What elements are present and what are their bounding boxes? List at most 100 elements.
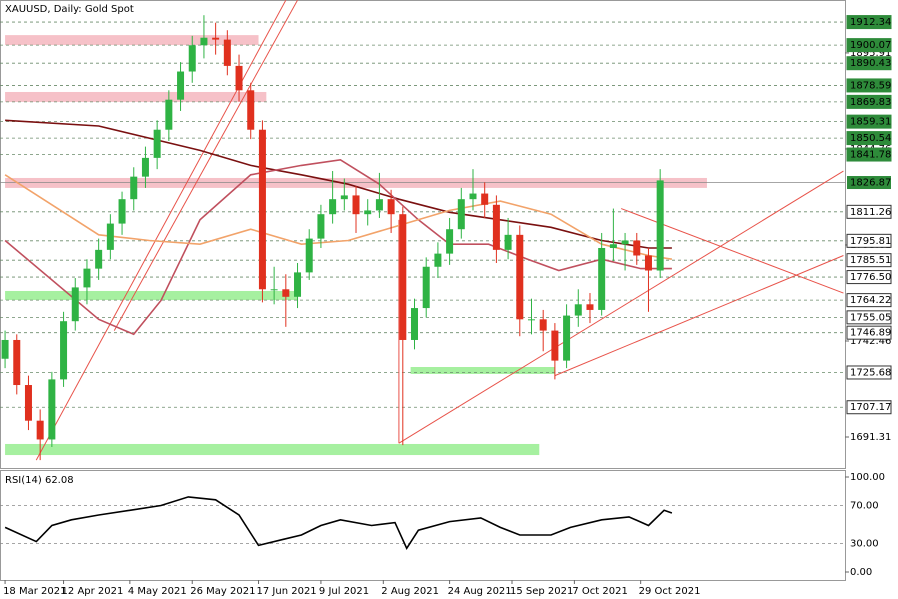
candle-body xyxy=(48,379,56,440)
candle-body xyxy=(469,193,477,200)
candle-body xyxy=(1,339,9,359)
candle-body xyxy=(457,199,465,230)
candle-body xyxy=(165,99,173,130)
x-tick-label: 18 Mar 2021 xyxy=(3,586,66,597)
candle-body xyxy=(352,195,360,215)
level-label-box xyxy=(846,400,892,415)
candle-body xyxy=(422,266,430,309)
level-label: 1764.22 xyxy=(850,295,891,306)
candle-body xyxy=(141,157,149,177)
level-label-box xyxy=(846,38,892,53)
candle-body xyxy=(118,199,126,224)
y-tick-label: 1895.91 xyxy=(850,48,891,59)
last-price-box xyxy=(847,176,891,190)
level-label: 1878.59 xyxy=(850,80,891,91)
x-tick-label: 12 Apr 2021 xyxy=(62,586,124,597)
candle-body xyxy=(282,289,290,297)
level-label-box xyxy=(846,293,892,308)
x-tick-label: 26 May 2021 xyxy=(190,586,255,597)
level-label-box xyxy=(846,94,892,109)
level-label: 1890.43 xyxy=(850,58,891,69)
rsi-tick-label: 0.00 xyxy=(850,567,872,578)
y-tick-label: 1691.31 xyxy=(850,432,891,443)
trendline xyxy=(35,0,287,461)
chart-title: XAUUSD, Daily: Gold Spot xyxy=(5,4,134,15)
candle-body xyxy=(586,304,594,310)
candle-body xyxy=(223,39,231,66)
moving-average xyxy=(4,174,673,260)
candle-body xyxy=(446,229,454,254)
candle-body xyxy=(153,129,161,158)
y-tick-label: 1742.46 xyxy=(850,336,891,347)
level-label-box xyxy=(846,204,892,219)
level-label: 1900.07 xyxy=(850,40,891,51)
x-tick-label: 17 Jun 2021 xyxy=(257,586,317,597)
candle-body xyxy=(71,287,79,322)
zone xyxy=(410,367,555,374)
zone xyxy=(5,177,707,188)
candle-body xyxy=(481,193,489,205)
rsi-title: RSI(14) 62.08 xyxy=(5,475,74,486)
candle-body xyxy=(598,247,606,310)
trendline xyxy=(398,170,844,444)
candle-body xyxy=(574,304,582,316)
level-label-box xyxy=(846,114,892,129)
trendline xyxy=(554,255,844,377)
level-label-box xyxy=(846,78,892,93)
candle-body xyxy=(83,268,91,288)
rsi-tick-label: 70.00 xyxy=(850,501,879,512)
candle-body xyxy=(200,37,208,46)
candle-body xyxy=(621,240,629,245)
x-tick-label: 9 Jul 2021 xyxy=(319,586,369,597)
x-tick-label: 24 Aug 2021 xyxy=(448,586,512,597)
level-label: 1707.17 xyxy=(850,402,891,413)
x-tick-label: 15 Sep 2021 xyxy=(510,586,573,597)
candle-body xyxy=(609,244,617,248)
candle-body xyxy=(411,308,419,340)
rsi-frame xyxy=(0,470,846,581)
level-label: 1746.89 xyxy=(850,328,891,339)
candle-body xyxy=(258,129,266,290)
level-label: 1850.54 xyxy=(850,133,891,144)
level-label-box xyxy=(846,56,892,71)
candle-body xyxy=(24,385,32,421)
level-label: 1755.05 xyxy=(850,312,891,323)
zone xyxy=(5,290,298,300)
candle-body xyxy=(317,214,325,239)
candle-body xyxy=(130,176,138,200)
level-label-box xyxy=(846,131,892,146)
candle-body xyxy=(188,45,196,72)
candle-body xyxy=(375,199,383,211)
main-frame xyxy=(0,0,846,469)
candle-body xyxy=(492,204,500,250)
level-label-box xyxy=(846,147,892,162)
level-label: 1725.68 xyxy=(850,367,891,378)
candle-body xyxy=(60,321,68,380)
level-label: 1841.78 xyxy=(850,150,891,161)
level-label-box xyxy=(846,253,892,268)
candle-body xyxy=(527,319,535,321)
candle-body xyxy=(13,339,21,386)
level-label-box xyxy=(846,365,892,380)
level-label-box xyxy=(846,233,892,248)
level-label: 1811.26 xyxy=(850,207,891,218)
level-label: 1859.31 xyxy=(850,117,891,128)
zone xyxy=(5,443,540,456)
candle-body xyxy=(95,249,103,269)
candle-body xyxy=(305,238,313,273)
candle-body xyxy=(235,65,243,91)
candle-body xyxy=(399,214,407,340)
level-label: 1912.34 xyxy=(850,17,891,28)
level-label: 1869.83 xyxy=(850,97,891,108)
rsi-tick-label: 100.00 xyxy=(850,472,885,483)
candle-body xyxy=(212,37,220,40)
level-label: 1785.51 xyxy=(850,255,891,266)
candle-body xyxy=(340,195,348,200)
x-tick-label: 7 Oct 2021 xyxy=(572,586,627,597)
x-tick-label: 2 Aug 2021 xyxy=(381,586,439,597)
candle-body xyxy=(387,199,395,215)
candle-body xyxy=(516,234,524,320)
level-label-box xyxy=(846,310,892,325)
zone xyxy=(5,91,267,102)
